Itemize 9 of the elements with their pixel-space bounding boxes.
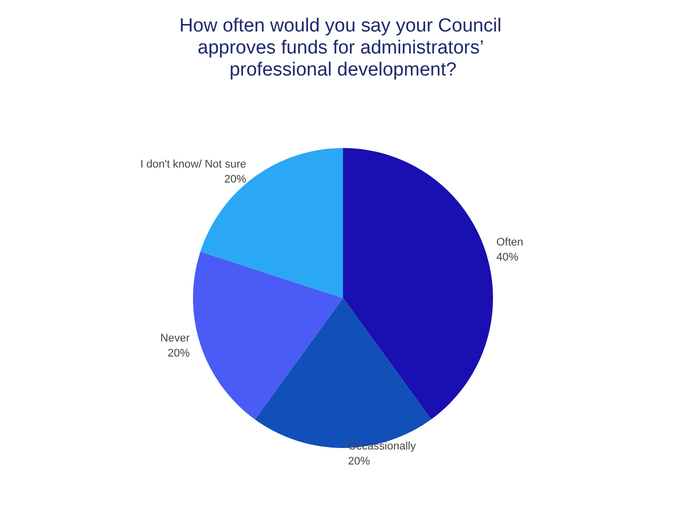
slice-label: I don't know/ Not sure (140, 158, 246, 170)
chart-title: How often would you say your Council approves funds for administrators’ professional development? (179, 16, 507, 80)
data-label: 20% (224, 173, 247, 186)
slice-label: Often (496, 236, 524, 248)
slice-label: Occassionally (348, 440, 416, 452)
data-label: 40% (496, 251, 519, 264)
data-label: 20% (168, 348, 190, 360)
slice-label: Never (160, 332, 190, 345)
data-label: 20% (348, 456, 370, 468)
